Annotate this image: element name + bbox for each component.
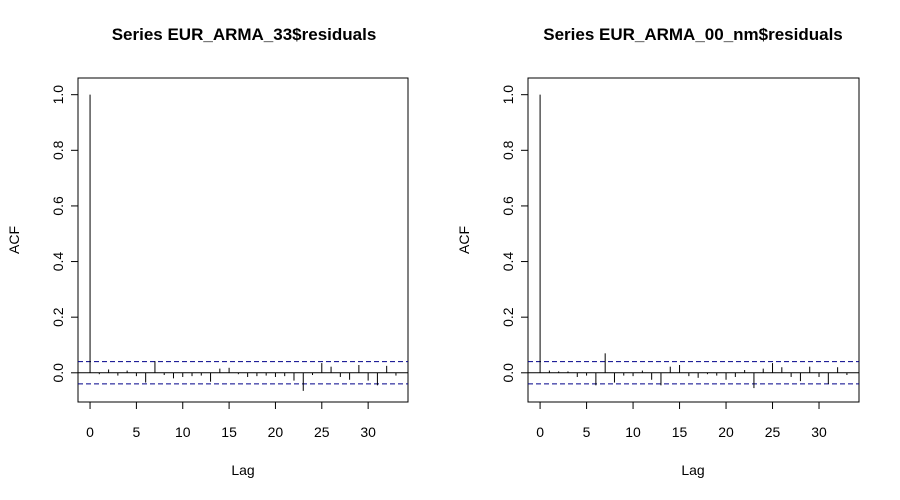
acf-panel-right: Series EUR_ARMA_00_nm$residuals 0 5 10 15 20… bbox=[456, 25, 860, 478]
y-tick-label-0.6-left: 0.6 bbox=[50, 196, 66, 216]
y-tick-label-0.2-right: 0.2 bbox=[500, 307, 516, 327]
plot-area-left: 0 5 10 15 20 25 30 0.0 0.2 0.4 0.6 0.8 1.0 bbox=[50, 85, 408, 440]
x-tick-label-20-right: 20 bbox=[718, 424, 734, 440]
y-tick-label-1.0-right: 1.0 bbox=[500, 85, 516, 105]
y-axis-label-left: ACF bbox=[6, 226, 22, 254]
x-tick-label-0-right: 0 bbox=[536, 424, 544, 440]
x-tick-label-5-right: 5 bbox=[583, 424, 591, 440]
x-axis-label-left: Lag bbox=[231, 462, 254, 478]
x-tick-label-5-left: 5 bbox=[133, 424, 141, 440]
chart-title-right: Series EUR_ARMA_00_nm$residuals bbox=[543, 25, 843, 44]
y-tick-label-0.0-right: 0.0 bbox=[500, 363, 516, 383]
plot-frame-left bbox=[77, 77, 409, 403]
y-axis-label-right: ACF bbox=[456, 226, 472, 254]
y-tick-label-0.6-right: 0.6 bbox=[500, 196, 516, 216]
x-tick-label-30-left: 30 bbox=[360, 424, 376, 440]
y-tick-label-0.2-left: 0.2 bbox=[50, 307, 66, 327]
x-tick-label-0-left: 0 bbox=[86, 424, 94, 440]
x-axis-label-right: Lag bbox=[681, 462, 704, 478]
x-tick-label-25-left: 25 bbox=[314, 424, 330, 440]
x-tick-label-10-left: 10 bbox=[175, 424, 191, 440]
acf-panel-left: Series EUR_ARMA_33$residuals 0 5 10 15 20 25 3… bbox=[6, 25, 409, 478]
plot-area-right: 0 5 10 15 20 25 30 0.0 0.2 0.4 0.6 0.8 1.0 bbox=[500, 85, 859, 440]
plot-frame-right bbox=[527, 77, 860, 403]
x-tick-label-15-right: 15 bbox=[672, 424, 688, 440]
y-tick-label-0.0-left: 0.0 bbox=[50, 363, 66, 383]
y-tick-label-0.8-right: 0.8 bbox=[500, 140, 516, 160]
y-tick-label-0.8-left: 0.8 bbox=[50, 140, 66, 160]
x-tick-label-25-right: 25 bbox=[765, 424, 781, 440]
x-tick-label-15-left: 15 bbox=[221, 424, 237, 440]
y-tick-label-0.4-left: 0.4 bbox=[50, 252, 66, 272]
y-tick-label-1.0-left: 1.0 bbox=[50, 85, 66, 105]
x-tick-label-30-right: 30 bbox=[811, 424, 827, 440]
x-tick-label-20-left: 20 bbox=[268, 424, 284, 440]
y-tick-label-0.4-right: 0.4 bbox=[500, 252, 516, 272]
chart-title-left: Series EUR_ARMA_33$residuals bbox=[112, 25, 377, 44]
x-tick-label-10-right: 10 bbox=[625, 424, 641, 440]
